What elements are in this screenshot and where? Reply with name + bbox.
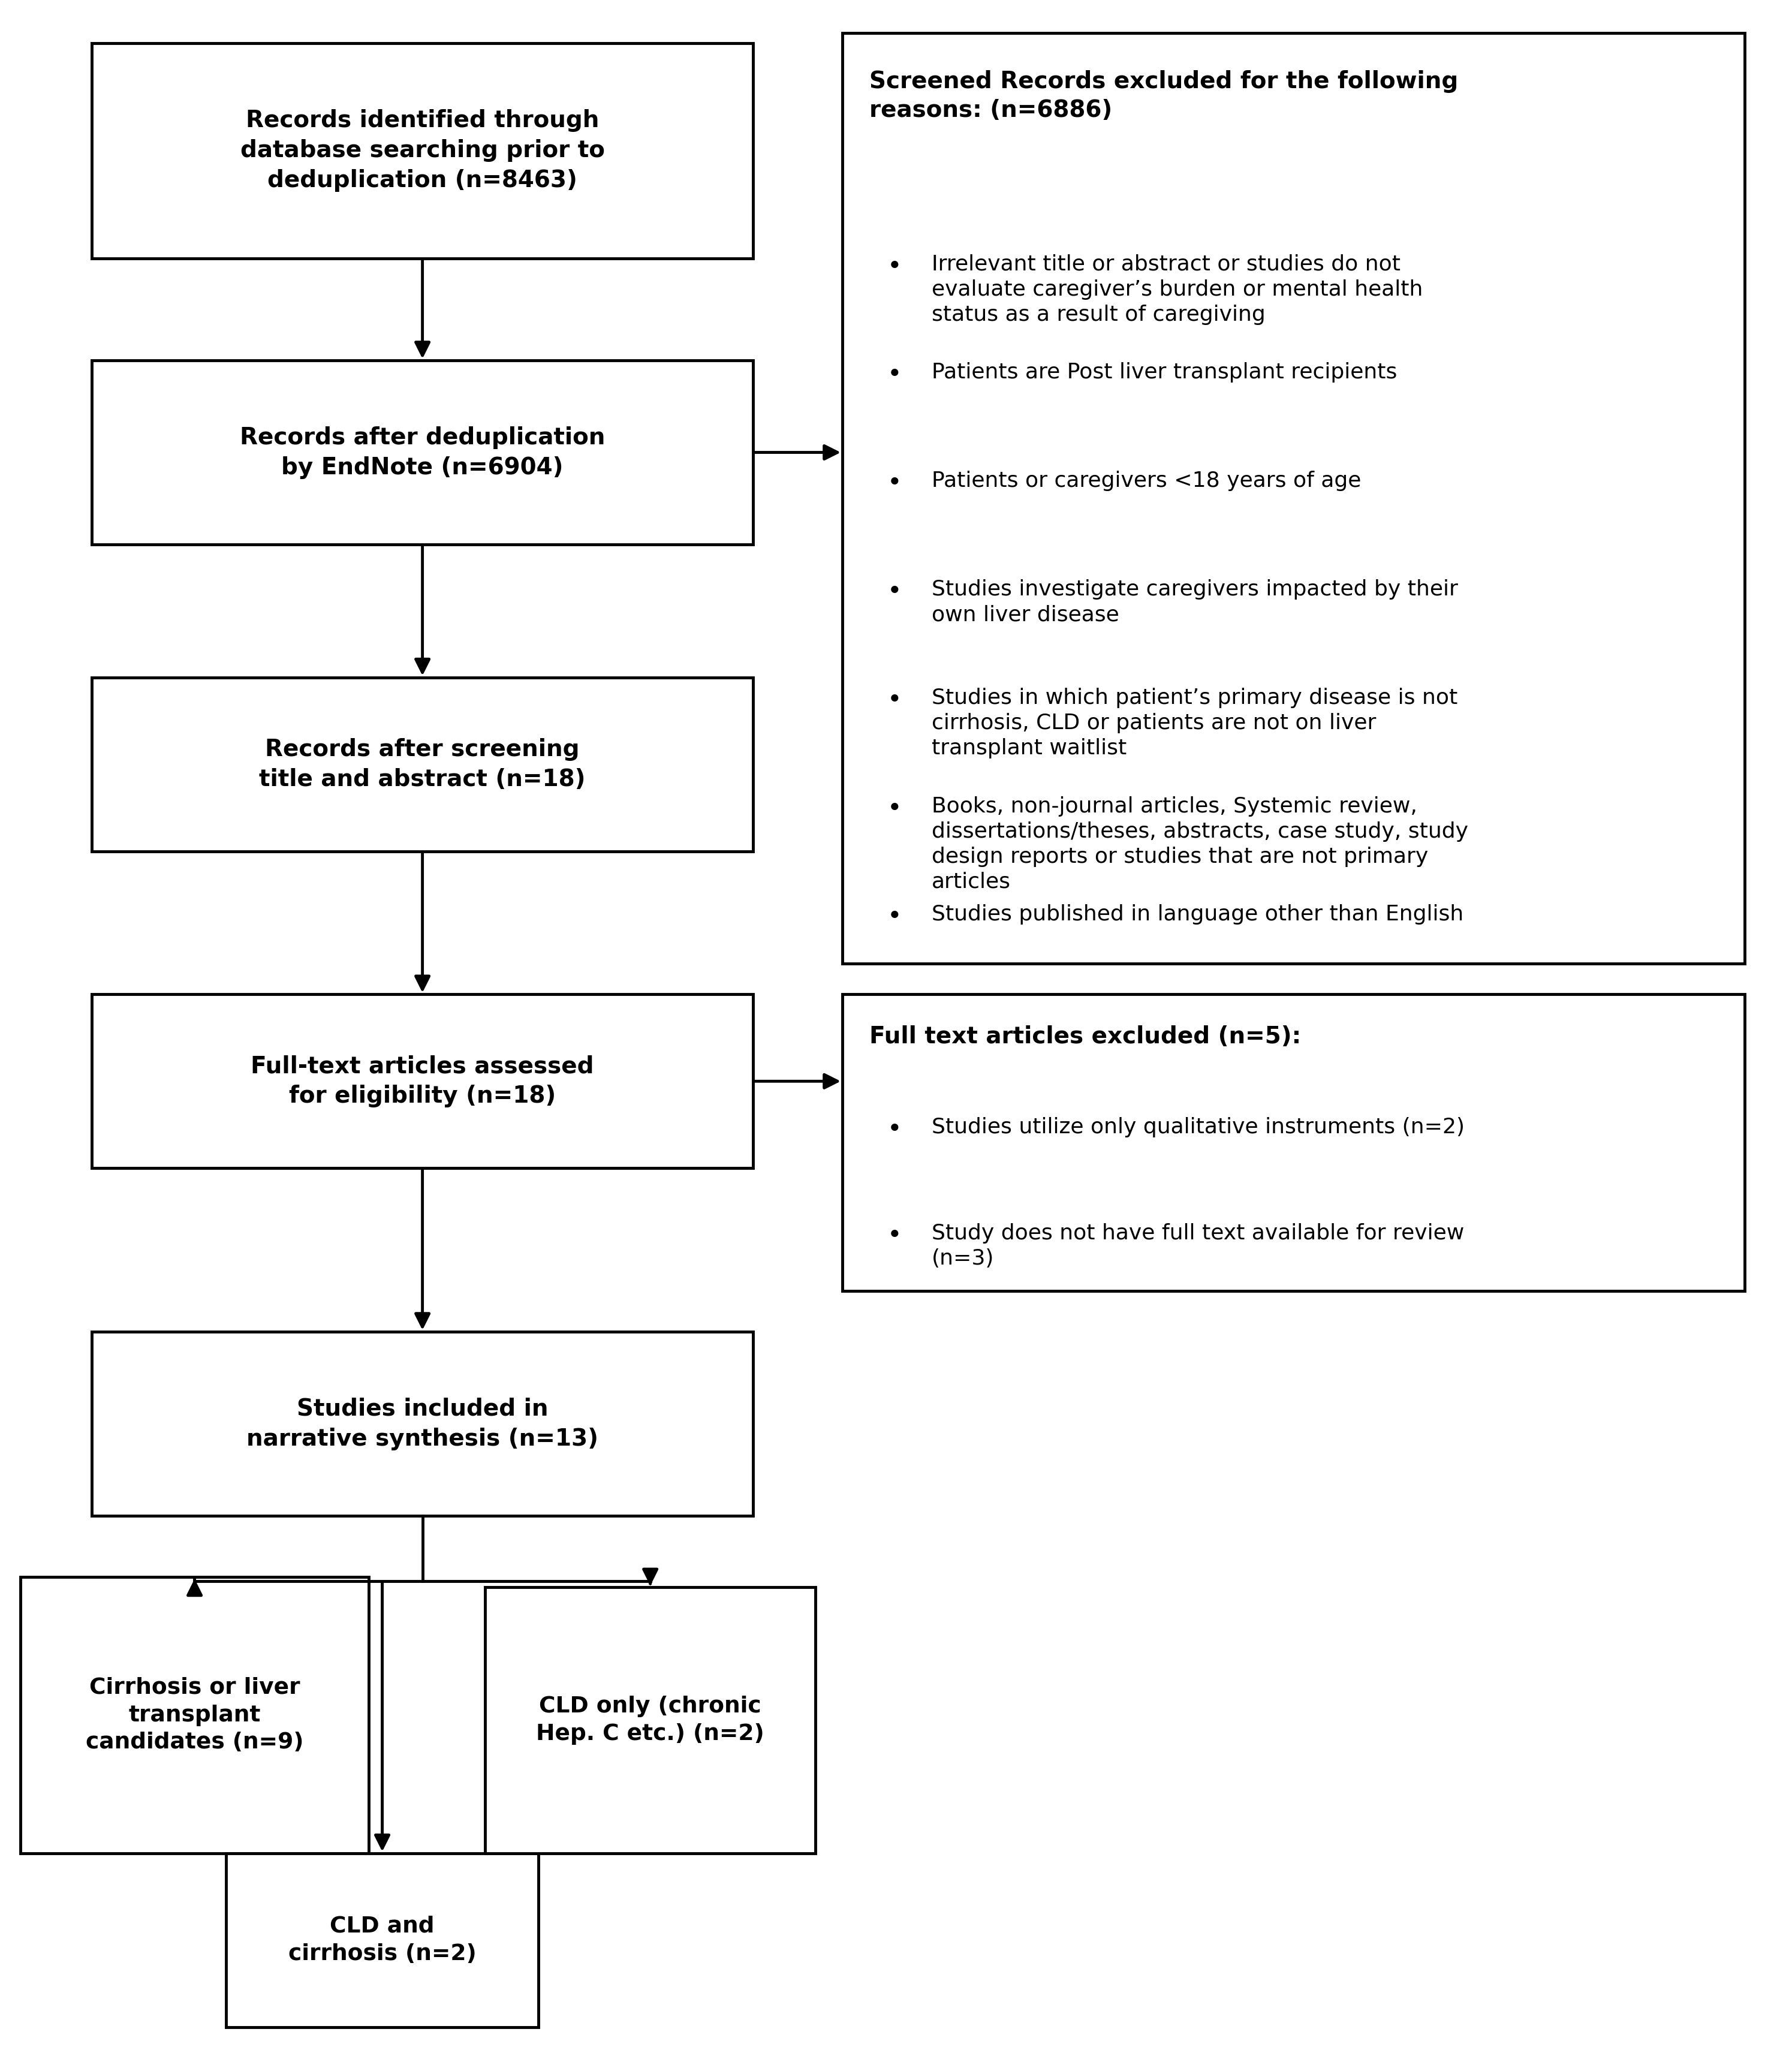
Text: Patients or caregivers <18 years of age: Patients or caregivers <18 years of age [932,472,1362,492]
FancyBboxPatch shape [20,1576,369,1853]
Text: Studies included in
narrative synthesis (n=13): Studies included in narrative synthesis … [247,1398,599,1449]
Text: •: • [887,687,901,713]
Text: Screened Records excluded for the following
reasons: (n=6886): Screened Records excluded for the follow… [869,70,1459,121]
Text: Study does not have full text available for review
(n=3): Study does not have full text available … [932,1224,1464,1269]
Text: •: • [887,580,901,605]
Text: Cirrhosis or liver
transplant
candidates (n=9): Cirrhosis or liver transplant candidates… [86,1677,303,1753]
FancyBboxPatch shape [842,994,1745,1291]
FancyBboxPatch shape [91,361,753,545]
Text: Studies utilize only qualitative instruments (n=2): Studies utilize only qualitative instrum… [932,1117,1464,1138]
FancyBboxPatch shape [842,33,1745,963]
Text: •: • [887,904,901,929]
FancyBboxPatch shape [91,676,753,851]
Text: Full-text articles assessed
for eligibility (n=18): Full-text articles assessed for eligibil… [251,1056,595,1107]
Text: Studies investigate caregivers impacted by their
own liver disease: Studies investigate caregivers impacted … [932,580,1459,625]
Text: Studies published in language other than English: Studies published in language other than… [932,904,1464,925]
Text: CLD only (chronic
Hep. C etc.) (n=2): CLD only (chronic Hep. C etc.) (n=2) [536,1695,765,1745]
Text: •: • [887,472,901,496]
FancyBboxPatch shape [91,43,753,258]
Text: •: • [887,363,901,387]
Text: •: • [887,254,901,279]
Text: Books, non-journal articles, Systemic review,
dissertations/theses, abstracts, c: Books, non-journal articles, Systemic re… [932,795,1468,892]
Text: Records after deduplication
by EndNote (n=6904): Records after deduplication by EndNote (… [240,426,606,480]
Text: •: • [887,1117,901,1142]
FancyBboxPatch shape [91,994,753,1168]
FancyBboxPatch shape [226,1853,539,2027]
Text: Records after screening
title and abstract (n=18): Records after screening title and abstra… [260,738,586,791]
Text: Irrelevant title or abstract or studies do not
evaluate caregiver’s burden or me: Irrelevant title or abstract or studies … [932,254,1423,324]
Text: •: • [887,795,901,822]
FancyBboxPatch shape [486,1587,815,1853]
FancyBboxPatch shape [91,1332,753,1515]
Text: Studies in which patient’s primary disease is not
cirrhosis, CLD or patients are: Studies in which patient’s primary disea… [932,687,1457,758]
Text: Full text articles excluded (n=5):: Full text articles excluded (n=5): [869,1025,1301,1048]
Text: Records identified through
database searching prior to
deduplication (n=8463): Records identified through database sear… [240,109,604,193]
Text: Patients are Post liver transplant recipients: Patients are Post liver transplant recip… [932,363,1398,383]
Text: •: • [887,1224,901,1248]
Text: CLD and
cirrhosis (n=2): CLD and cirrhosis (n=2) [289,1915,477,1964]
